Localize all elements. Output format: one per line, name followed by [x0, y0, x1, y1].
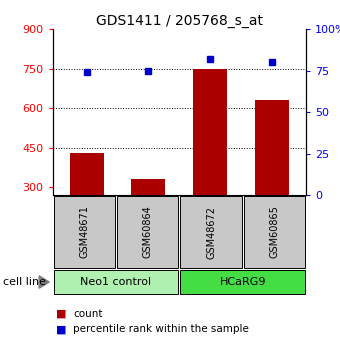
Text: count: count: [73, 309, 103, 319]
Text: GSM60864: GSM60864: [143, 206, 153, 258]
Bar: [180, 270, 305, 294]
Text: percentile rank within the sample: percentile rank within the sample: [73, 324, 249, 334]
Text: GSM60865: GSM60865: [269, 206, 279, 258]
Bar: [180, 196, 242, 268]
Text: HCaRG9: HCaRG9: [219, 277, 266, 287]
Text: Neo1 control: Neo1 control: [81, 277, 152, 287]
Text: cell line: cell line: [3, 277, 46, 287]
Bar: [193, 69, 227, 195]
Title: GDS1411 / 205768_s_at: GDS1411 / 205768_s_at: [96, 14, 263, 28]
Bar: [54, 270, 178, 294]
Bar: [132, 179, 166, 195]
Text: ■: ■: [56, 324, 67, 334]
Bar: [255, 100, 289, 195]
Bar: [244, 196, 305, 268]
Bar: [54, 196, 115, 268]
Bar: [70, 153, 104, 195]
Bar: [117, 196, 178, 268]
Text: ■: ■: [56, 309, 67, 319]
Text: GSM48672: GSM48672: [206, 206, 216, 258]
Text: GSM48671: GSM48671: [79, 206, 89, 258]
